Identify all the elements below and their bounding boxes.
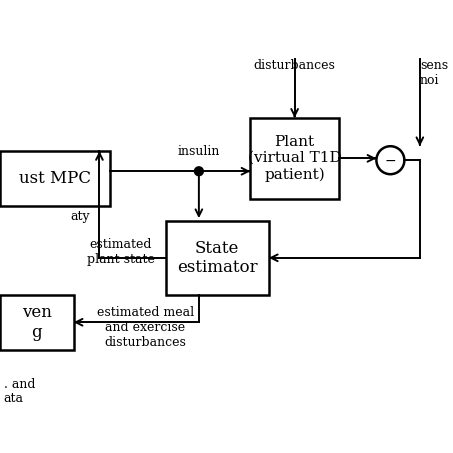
Text: Plant
(virtual T1D
patient): Plant (virtual T1D patient) [248, 135, 342, 182]
FancyBboxPatch shape [0, 294, 74, 350]
Text: estimated meal
and exercise
disturbances: estimated meal and exercise disturbances [97, 306, 194, 349]
FancyBboxPatch shape [166, 221, 269, 294]
Text: estimated
plant state: estimated plant state [87, 237, 155, 265]
Text: $-$: $-$ [384, 153, 396, 166]
FancyBboxPatch shape [251, 118, 339, 199]
Text: sens
noi: sens noi [420, 59, 448, 87]
Circle shape [376, 146, 405, 174]
Text: . and
ata: . and ata [4, 377, 35, 405]
Text: State
estimator: State estimator [177, 240, 258, 276]
Text: ven
g: ven g [22, 304, 52, 341]
Text: aty: aty [70, 210, 90, 223]
Circle shape [194, 167, 203, 176]
Text: ust MPC: ust MPC [19, 170, 91, 187]
Text: disturbances: disturbances [254, 59, 336, 72]
FancyBboxPatch shape [0, 151, 111, 206]
Text: insulin: insulin [178, 145, 220, 159]
